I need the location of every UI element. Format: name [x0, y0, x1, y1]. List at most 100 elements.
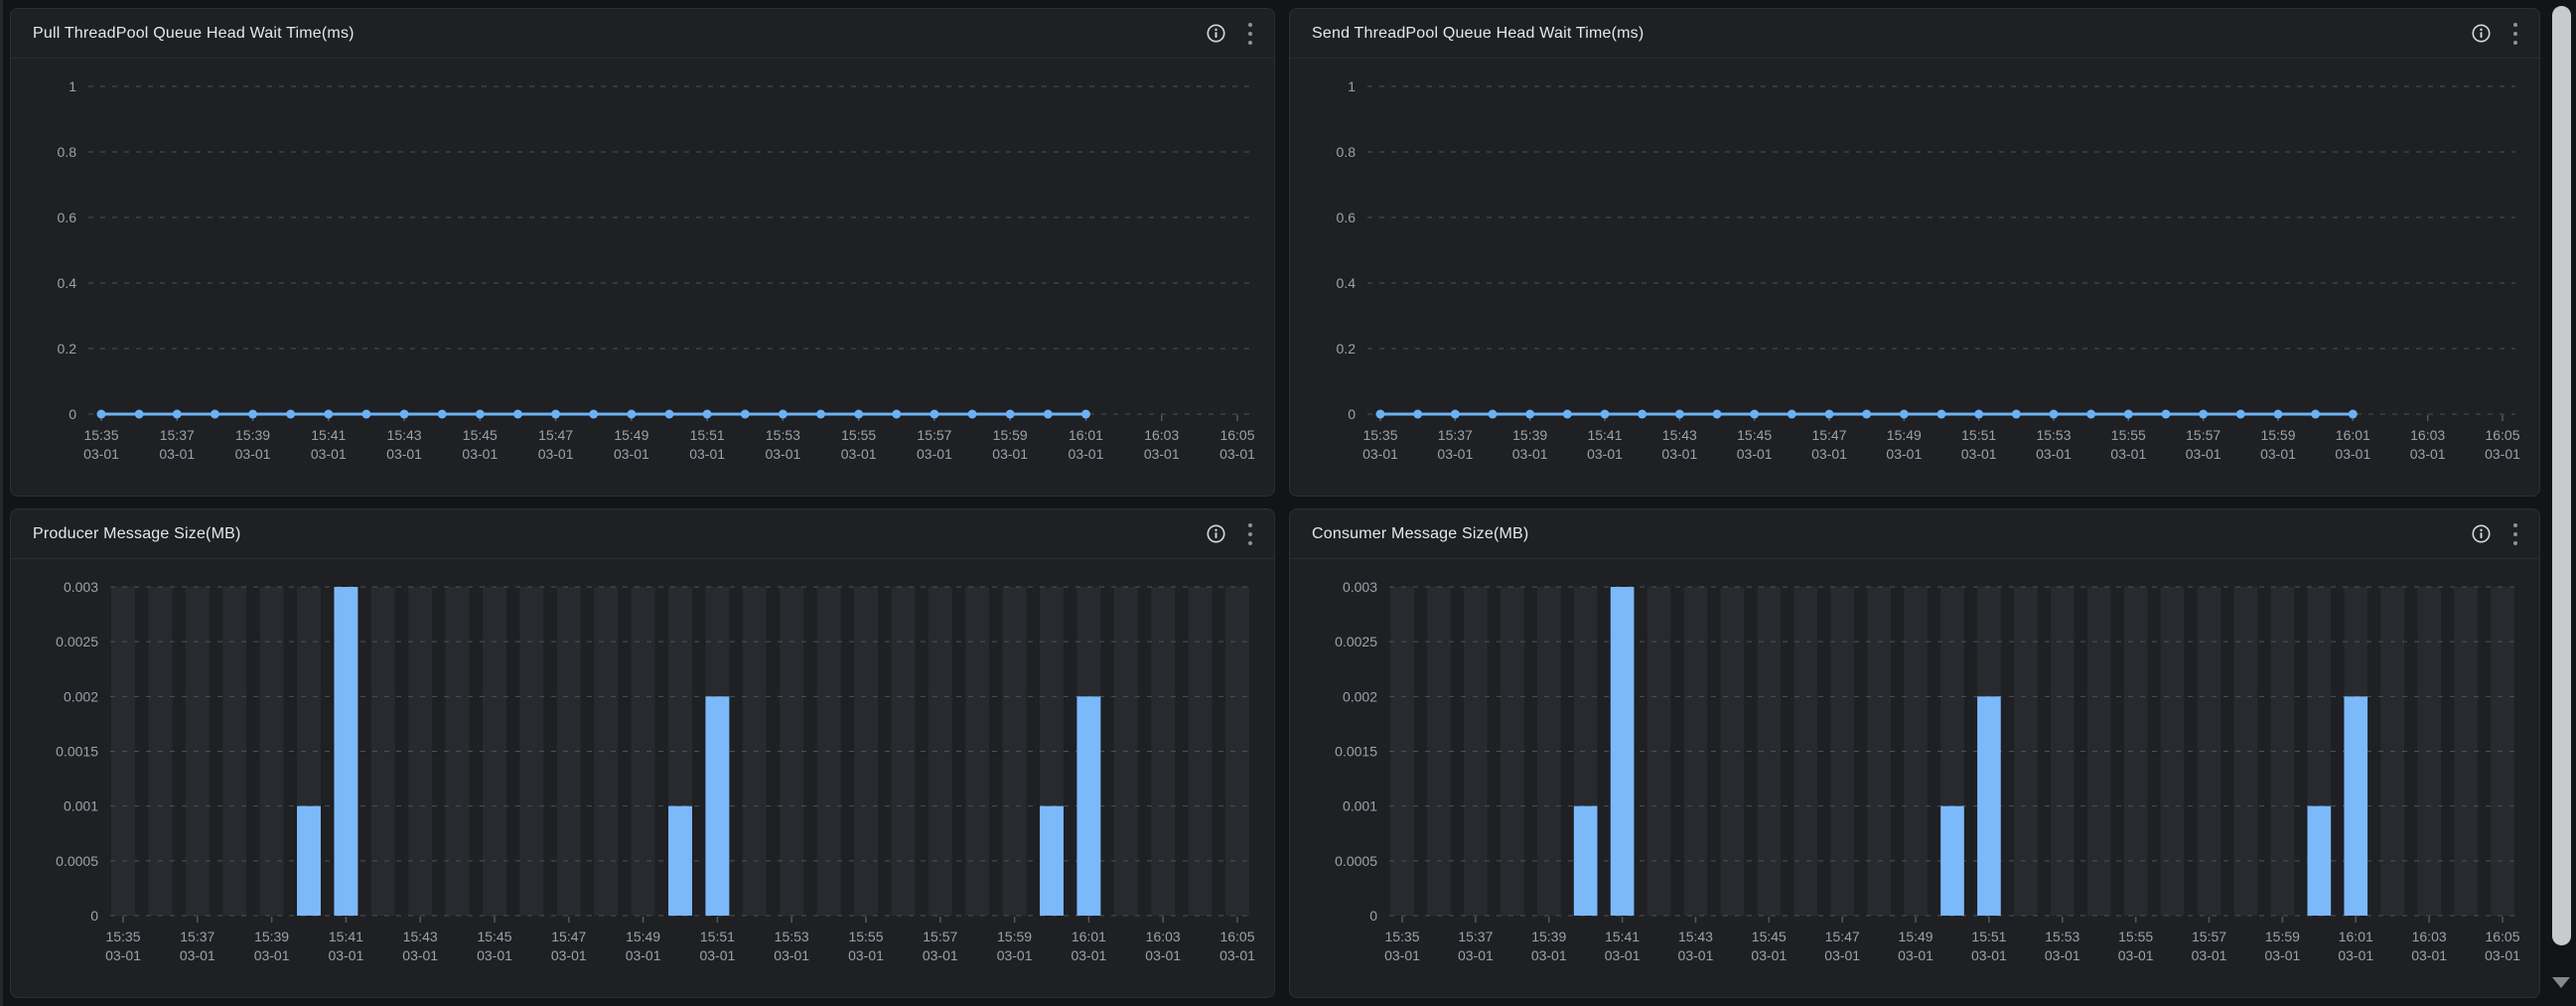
x-tick-time: 15:35	[1362, 427, 1397, 443]
line-marker	[1043, 409, 1053, 419]
x-tick-time: 15:49	[626, 929, 660, 944]
panel-header: Send ThreadPool Queue Head Wait Time(ms)	[1290, 9, 2539, 59]
x-tick-date: 03-01	[2485, 446, 2520, 462]
kebab-menu-icon[interactable]	[2511, 521, 2519, 547]
background-column	[2050, 587, 2075, 916]
line-marker	[1899, 409, 1909, 419]
x-tick-date: 03-01	[1145, 947, 1181, 963]
line-marker	[172, 409, 182, 419]
panel-consumer-message-size: Consumer Message Size(MB) 0 0.0005 0.001 0.…	[1289, 508, 2540, 998]
x-tick-date: 03-01	[2186, 446, 2221, 462]
bar	[1940, 805, 1964, 916]
y-tick-label: 0.8	[58, 144, 77, 160]
x-tick-time: 15:49	[1899, 929, 1933, 944]
x-tick-time: 15:37	[180, 929, 215, 944]
info-icon[interactable]	[1206, 523, 1226, 544]
background-column	[2270, 587, 2295, 916]
y-tick-label: 0.2	[1337, 341, 1357, 357]
x-tick-date: 03-01	[765, 446, 800, 462]
background-column	[1225, 587, 1249, 916]
bar	[1610, 587, 1635, 916]
x-tick-time: 15:55	[841, 427, 876, 443]
x-tick-date: 03-01	[1898, 947, 1933, 963]
bar	[2344, 696, 2368, 916]
line-marker	[892, 409, 902, 419]
y-tick-label: 0.002	[1343, 688, 1377, 704]
x-tick-date: 03-01	[235, 446, 271, 462]
x-tick-time: 15:37	[1438, 427, 1473, 443]
y-tick-label: 0.0025	[1335, 634, 1377, 649]
line-marker	[1413, 409, 1423, 419]
x-tick-date: 03-01	[2260, 446, 2296, 462]
x-tick-date: 03-01	[538, 446, 574, 462]
x-tick-time: 15:39	[1531, 929, 1566, 944]
x-tick-time: 15:53	[2045, 929, 2079, 944]
consumer-message-size-chart[interactable]: 0 0.0005 0.001 0.0015 0.002 0.0025 0.003 15:35 0…	[1290, 559, 2539, 997]
line-marker	[2273, 409, 2283, 419]
bar	[297, 805, 321, 916]
x-tick-time: 15:49	[1887, 427, 1922, 443]
x-tick-date: 03-01	[997, 947, 1033, 963]
kebab-menu-icon[interactable]	[1246, 21, 1254, 47]
scroll-down-icon[interactable]	[2552, 977, 2570, 988]
line-marker	[2123, 409, 2133, 419]
background-column	[2233, 587, 2258, 916]
background-column	[1002, 587, 1027, 916]
x-tick-date: 03-01	[1458, 947, 1494, 963]
background-column	[594, 587, 619, 916]
kebab-menu-icon[interactable]	[1246, 521, 1254, 547]
background-column	[2086, 587, 2111, 916]
info-icon[interactable]	[1206, 23, 1226, 44]
x-tick-time: 15:43	[1678, 929, 1713, 944]
background-column	[370, 587, 395, 916]
x-tick-date: 03-01	[2192, 947, 2227, 963]
x-tick-date: 03-01	[1437, 446, 1473, 462]
x-tick-date: 03-01	[1144, 446, 1180, 462]
info-icon[interactable]	[2471, 523, 2492, 544]
x-tick-date: 03-01	[2335, 446, 2370, 462]
panel-header: Consumer Message Size(MB)	[1290, 509, 2539, 559]
x-tick-date: 03-01	[848, 947, 884, 963]
x-tick-date: 03-01	[1661, 446, 1697, 462]
line-marker	[1525, 409, 1535, 419]
x-tick-time: 15:47	[551, 929, 586, 944]
pull-threadpool-wait-chart[interactable]: 0 0.2 0.4 0.6 0.8 1 15:35 03-01 15:37 03-01 15:39 0…	[11, 59, 1274, 496]
x-tick-time: 15:51	[690, 427, 725, 443]
x-tick-date: 03-01	[105, 947, 141, 963]
line-marker	[2161, 409, 2171, 419]
chart-region: 0 0.2 0.4 0.6 0.8 1 15:35 03-01 15:37 03-01 15:39 0…	[11, 59, 1274, 496]
x-tick-date: 03-01	[774, 947, 809, 963]
scrollbar-thumb[interactable]	[2552, 6, 2571, 945]
background-column	[1188, 587, 1213, 916]
x-tick-time: 15:51	[1961, 427, 1996, 443]
x-tick-time: 15:45	[1752, 929, 1787, 944]
x-tick-date: 03-01	[180, 947, 215, 963]
x-tick-time: 16:05	[1219, 929, 1254, 944]
x-tick-date: 03-01	[689, 446, 725, 462]
x-tick-time: 16:05	[1219, 427, 1254, 443]
line-marker	[702, 409, 712, 419]
panel-pull-threadpool-queue-wait: Pull ThreadPool Queue Head Wait Time(ms)…	[10, 8, 1275, 497]
x-tick-date: 03-01	[614, 446, 649, 462]
x-tick-date: 03-01	[2110, 446, 2146, 462]
send-threadpool-wait-chart[interactable]: 0 0.2 0.4 0.6 0.8 1 15:35 03-01 15:37 03-01 15:39 0…	[1290, 59, 2539, 496]
y-tick-label: 0	[1369, 908, 1377, 924]
x-tick-date: 03-01	[2036, 446, 2072, 462]
x-tick-date: 03-01	[311, 446, 347, 462]
x-tick-date: 03-01	[477, 947, 512, 963]
y-tick-label: 0.001	[1343, 798, 1377, 814]
bar	[334, 587, 358, 916]
background-column	[2491, 587, 2514, 916]
y-tick-label: 0.6	[1337, 210, 1357, 225]
line-marker	[778, 409, 787, 419]
kebab-menu-icon[interactable]	[2511, 21, 2519, 47]
x-tick-time: 15:43	[387, 427, 422, 443]
info-icon[interactable]	[2471, 23, 2492, 44]
x-tick-time: 16:03	[1146, 929, 1181, 944]
line-marker	[1562, 409, 1572, 419]
y-tick-label: 0.0005	[56, 853, 98, 869]
producer-message-size-chart[interactable]: 0 0.0005 0.001 0.0015 0.002 0.0025 0.003 15:35 0…	[11, 559, 1274, 997]
x-tick-date: 03-01	[328, 947, 363, 963]
line-marker	[96, 409, 106, 419]
x-tick-date: 03-01	[2485, 947, 2520, 963]
